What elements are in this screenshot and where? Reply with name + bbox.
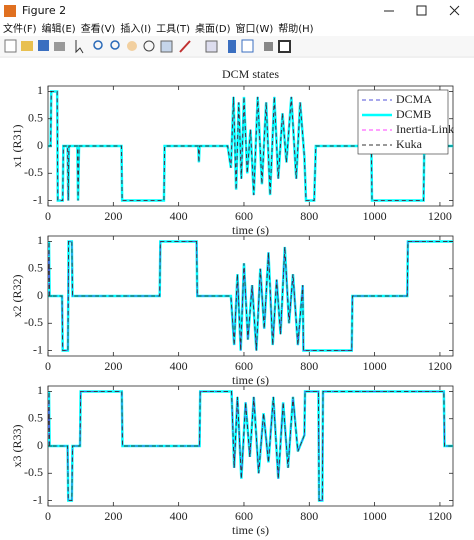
new-icon[interactable] (4, 39, 17, 53)
zoom-out-icon[interactable] (110, 40, 120, 50)
x-tick-label: 1200 (428, 509, 452, 523)
y-tick-label: -0.5 (24, 165, 43, 179)
x-tick-label: 200 (104, 209, 122, 223)
print-icon[interactable] (54, 42, 65, 51)
y-tick-label: 0 (37, 138, 43, 152)
menu-item[interactable]: 编辑(E) (42, 22, 76, 35)
legend-icon[interactable] (241, 39, 254, 53)
x-tick-label: 600 (235, 509, 253, 523)
x-axis-label: time (s) (232, 373, 269, 387)
x-tick-label: 0 (45, 359, 51, 373)
menu-item[interactable]: 帮助(H) (278, 22, 313, 35)
menu-item[interactable]: 插入(I) (120, 22, 151, 35)
x-tick-label: 200 (104, 509, 122, 523)
menu-item[interactable]: 查看(V) (81, 22, 116, 35)
legend-label: DCMB (396, 107, 431, 121)
y-tick-label: 1 (37, 383, 43, 397)
rotate-icon[interactable] (143, 40, 155, 52)
x-tick-label: 600 (235, 359, 253, 373)
y-axis-label: x1 (R31) (10, 125, 24, 168)
link-icon[interactable] (205, 40, 218, 53)
x-tick-label: 800 (300, 209, 318, 223)
x-tick-label: 800 (300, 509, 318, 523)
y-tick-label: -1 (33, 492, 43, 506)
y-tick-label: 0.5 (28, 110, 43, 124)
y-tick-label: -0.5 (24, 315, 43, 329)
x-tick-label: 1200 (428, 359, 452, 373)
y-axis-label: x2 (R32) (10, 275, 24, 318)
menu-item[interactable]: 工具(T) (156, 23, 190, 35)
pan-icon[interactable] (127, 41, 137, 51)
x-tick-label: 1000 (363, 359, 387, 373)
y-tick-label: 0 (37, 438, 43, 452)
pointer-icon[interactable] (75, 40, 84, 54)
close-button[interactable] (449, 5, 460, 16)
x-tick-label: 200 (104, 359, 122, 373)
y-tick-label: -0.5 (24, 465, 43, 479)
y-tick-label: 1 (37, 233, 43, 247)
x-tick-label: 1200 (428, 209, 452, 223)
series-line (48, 91, 453, 201)
x-tick-label: 400 (170, 209, 188, 223)
window-title: Figure 2 (22, 4, 66, 17)
legend-label: DCMA (396, 92, 432, 106)
x-tick-label: 1000 (363, 509, 387, 523)
series-line (48, 241, 453, 351)
title-bar (0, 0, 474, 22)
x-tick-label: 0 (45, 209, 51, 223)
x-axis-label: time (s) (232, 523, 269, 537)
menu-item[interactable]: 文件(F) (3, 22, 37, 35)
menu-bar (0, 22, 474, 36)
x-tick-label: 400 (170, 509, 188, 523)
menu-item[interactable]: 窗口(W) (236, 22, 274, 35)
y-tick-label: -1 (33, 342, 43, 356)
y-tick-label: 0.5 (28, 260, 43, 274)
colorbar-icon[interactable] (228, 40, 236, 53)
app-icon (4, 5, 16, 17)
maximize-button[interactable] (416, 5, 427, 16)
hide-tools-icon[interactable] (264, 42, 273, 51)
menu-item[interactable]: 桌面(D) (195, 22, 231, 35)
x-tick-label: 1000 (363, 209, 387, 223)
legend-box (357, 89, 449, 155)
x-tick-label: 400 (170, 359, 188, 373)
datatip-icon[interactable] (160, 40, 173, 53)
toolbar-icons (4, 39, 291, 54)
y-axis-label: x3 (R33) (10, 425, 24, 468)
x-axis-label: time (s) (232, 223, 269, 237)
dock-icon[interactable] (278, 40, 291, 53)
chart-title: DCM states (222, 67, 279, 81)
y-tick-label: 0.5 (28, 410, 43, 424)
legend-label: Kuka (396, 137, 423, 151)
y-tick-label: 0 (37, 288, 43, 302)
menu: 文件(F) 编辑(E) 查看(V) 插入(I) 工具(T) 桌面(D) 窗口(W) 帮助(H) (3, 22, 314, 35)
x-tick-label: 0 (45, 509, 51, 523)
open-icon[interactable] (21, 41, 33, 51)
brush-icon[interactable] (179, 40, 191, 53)
y-tick-label: 1 (37, 83, 43, 97)
x-tick-label: 800 (300, 359, 318, 373)
legend-label: Inertia-Link (396, 122, 454, 136)
x-tick-label: 600 (235, 209, 253, 223)
zoom-in-icon[interactable] (93, 40, 103, 50)
y-tick-label: -1 (33, 192, 43, 206)
toolbar (0, 36, 474, 56)
series-line (48, 391, 453, 501)
save-icon[interactable] (38, 40, 49, 51)
